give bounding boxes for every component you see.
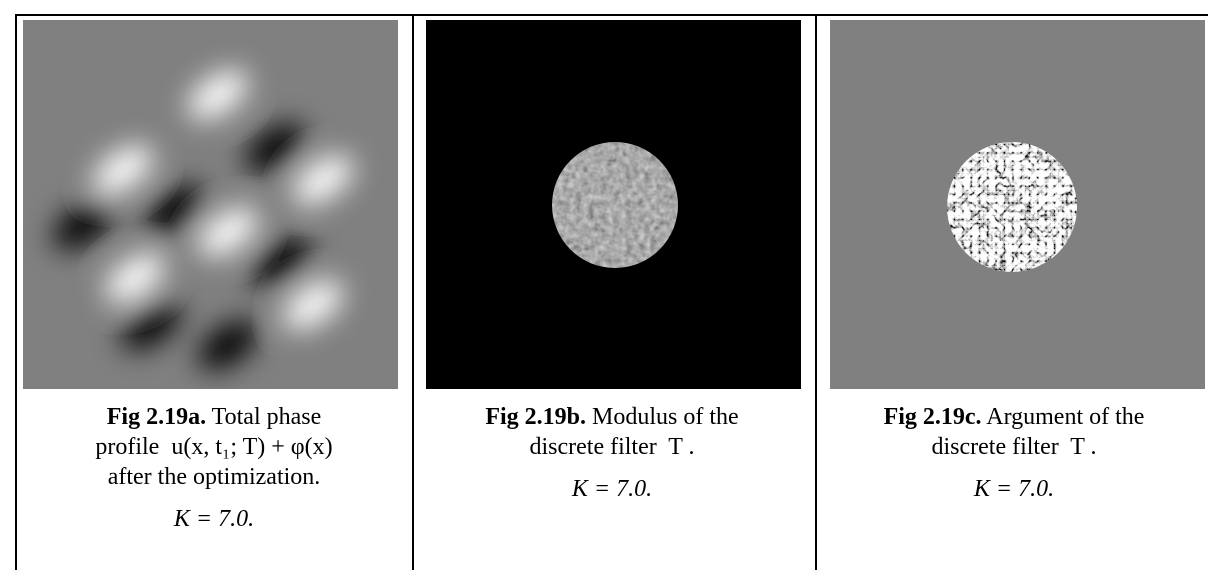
- figure-image: [426, 20, 801, 389]
- caption-line: Fig 2.19c. Argument of the: [816, 402, 1208, 432]
- caption-text: Argument of the: [986, 404, 1144, 430]
- figure-label: Fig 2.19a.: [107, 404, 206, 430]
- figure-label: Fig 2.19b.: [485, 404, 586, 430]
- figure-image: [23, 20, 398, 389]
- figure-image: [830, 20, 1205, 389]
- caption-text: Modulus of the: [592, 404, 739, 430]
- caption-text: Total phase: [212, 404, 322, 430]
- caption-line: Fig 2.19a. Total phase: [16, 402, 412, 432]
- caption-line: after the optimization.: [16, 462, 412, 492]
- caption-line: discrete filter T .: [816, 432, 1208, 462]
- caption-line: K = 7.0.: [414, 474, 810, 504]
- page: Fig 2.19a. Total phaseprofile u(x, t₁; T…: [0, 0, 1208, 570]
- caption-line: K = 7.0.: [16, 504, 412, 534]
- caption-line: Fig 2.19b. Modulus of the: [414, 402, 810, 432]
- caption-line: K = 7.0.: [816, 474, 1208, 504]
- caption-line: discrete filter T .: [414, 432, 810, 462]
- rule: [15, 14, 1208, 16]
- figure-label: Fig 2.19c.: [884, 404, 982, 430]
- caption-line: profile u(x, t₁; T) + φ(x): [16, 432, 412, 462]
